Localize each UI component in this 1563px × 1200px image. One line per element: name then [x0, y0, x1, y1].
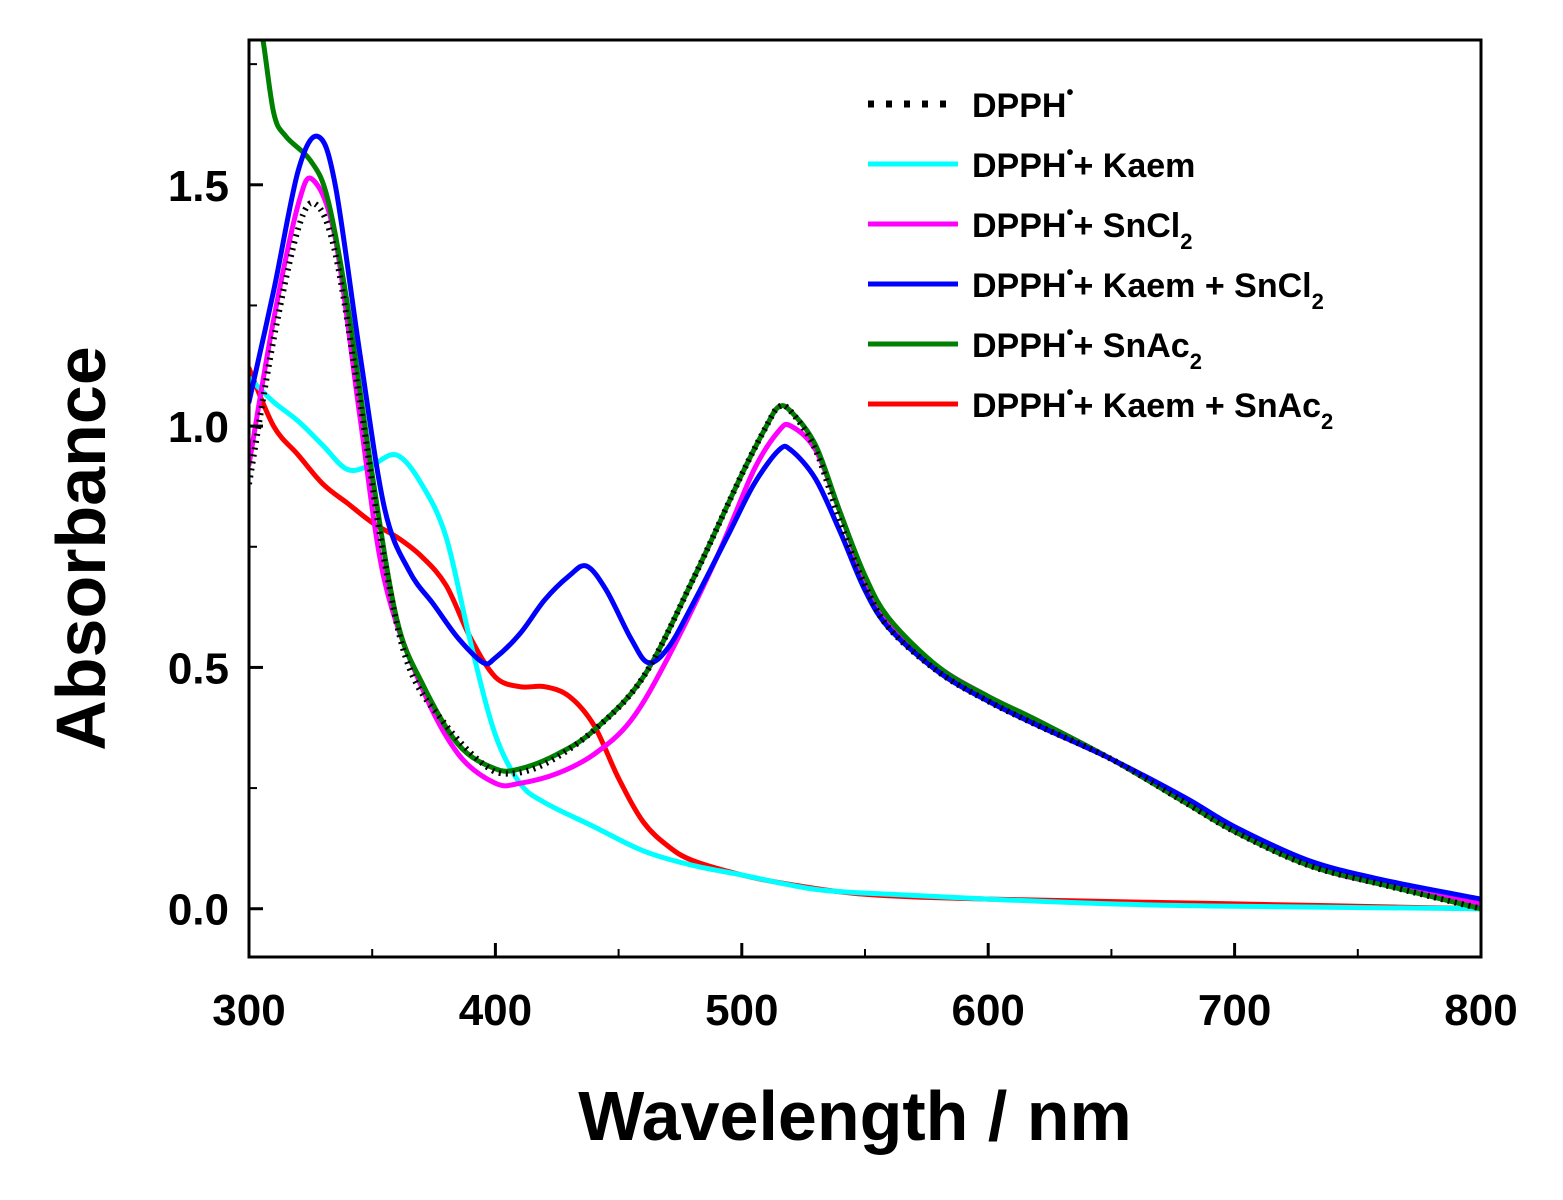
legend-label-rest: + Kaem + SnAc [1073, 387, 1321, 425]
legend-label-3: DPPH•+ Kaem + SnCl2 [972, 262, 1324, 314]
y-tick-label: 0.5 [168, 644, 229, 693]
series-line-0 [249, 200, 1481, 912]
legend-label-4: DPPH•+ SnAc2 [972, 322, 1202, 374]
y-tick-label: 1.5 [168, 162, 229, 211]
legend-label-rest: + Kaem [1073, 147, 1195, 185]
legend-label-rest: + SnAc [1073, 327, 1189, 365]
legend-label-5: DPPH•+ Kaem + SnAc2 [972, 382, 1333, 434]
legend-label-0: DPPH• [972, 82, 1073, 125]
legend-label-2: DPPH•+ SnCl2 [972, 202, 1192, 254]
legend-label-main: DPPH [972, 207, 1066, 245]
series-line-3 [249, 133, 1481, 902]
legend-label-rest: + SnCl [1073, 207, 1180, 245]
x-tick-label: 700 [1198, 986, 1271, 1035]
radical-dot: • [1066, 322, 1073, 344]
radical-dot: • [1066, 82, 1073, 104]
x-tick-label: 800 [1444, 986, 1517, 1035]
x-tick-label: 500 [705, 986, 778, 1035]
legend-subscript: 2 [1321, 409, 1333, 434]
axis-tick-labels: 300 400 500 600 700 800 0.0 0.5 1.0 1.5 [168, 162, 1518, 1035]
legend-label-main: DPPH [972, 87, 1066, 125]
series-line-4 [260, 40, 1481, 912]
legend-label-main: DPPH [972, 387, 1066, 425]
spectrum-curves [249, 40, 1481, 912]
x-tick-label: 300 [212, 986, 285, 1035]
legend-subscript: 2 [1312, 289, 1324, 314]
legend-subscript: 2 [1190, 349, 1202, 374]
legend-label-rest: + Kaem + SnCl [1073, 267, 1311, 305]
radical-dot: • [1066, 202, 1073, 224]
x-tick-label: 600 [951, 986, 1024, 1035]
y-tick-label: 1.0 [168, 403, 229, 452]
legend-label-main: DPPH [972, 147, 1066, 185]
series-line-5 [249, 365, 1481, 912]
radical-dot: • [1066, 142, 1073, 164]
legend-subscript: 2 [1180, 229, 1192, 254]
series-line-1 [249, 375, 1481, 912]
y-axis-title: Absorbance [42, 346, 120, 751]
x-tick-label: 400 [459, 986, 532, 1035]
axis-ticks [247, 63, 1483, 957]
x-axis-title: Wavelength / nm [578, 1077, 1132, 1155]
y-tick-label: 0.0 [168, 886, 229, 935]
legend-label-1: DPPH•+ Kaem [972, 142, 1195, 185]
legend-label-main: DPPH [972, 267, 1066, 305]
radical-dot: • [1066, 382, 1073, 404]
plot-frame [247, 38, 1483, 959]
radical-dot: • [1066, 262, 1073, 284]
legend-label-main: DPPH [972, 327, 1066, 365]
